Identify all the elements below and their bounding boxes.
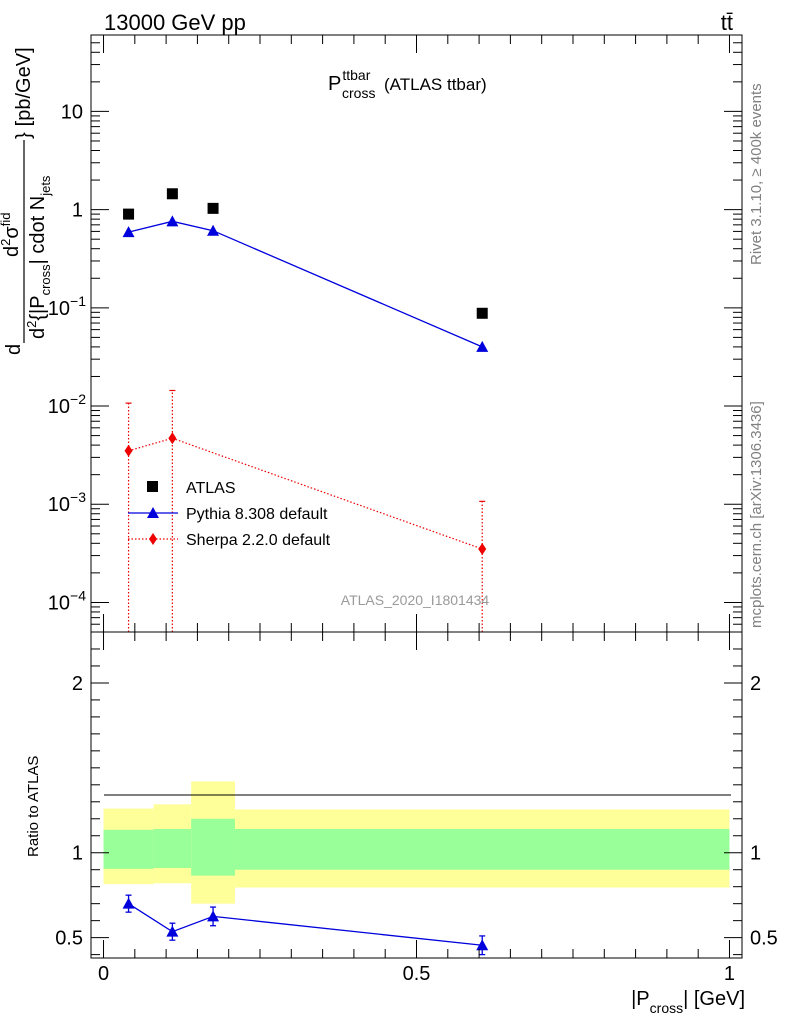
- atlas-point: [123, 208, 135, 220]
- ylabel-close-unit: } [pb/GeV]: [13, 47, 35, 139]
- ratio-pythia-point: [166, 925, 179, 937]
- main-ytick-label: 10−1: [48, 293, 86, 320]
- legend: ATLAS Pythia 8.308 default Sherpa 2.2.0 …: [128, 480, 331, 549]
- atlas-point: [166, 188, 178, 200]
- ratio-xtick-label: 1: [724, 963, 735, 985]
- mcplots-label: mcplots.cern.ch [arXiv:1306.3436]: [748, 401, 765, 628]
- ratio-xtick-label: 0: [98, 963, 109, 985]
- ratio-ytick-label-right: 1: [750, 843, 761, 865]
- xlabel-sub: cross: [650, 1000, 683, 1016]
- main-ytick-label: 1: [72, 200, 83, 222]
- pythia-line: [128, 220, 483, 348]
- main-ytick-base: 10: [48, 396, 70, 418]
- main-ytick-base: 1: [72, 200, 83, 222]
- main-ytick-exp: −1: [70, 293, 86, 309]
- pythia-point: [476, 340, 489, 352]
- ratio-pythia-point: [122, 897, 135, 909]
- pythia-point: [122, 226, 135, 238]
- ratio-ytick-label-left: 0.5: [55, 928, 83, 950]
- ratio-axis-ticks: 0.5 0.5 1 1 2 2 0 0.5 1: [55, 631, 778, 985]
- ratio-pythia-point: [207, 910, 220, 922]
- xlabel: |Pcross| [GeV]: [631, 988, 745, 1016]
- ylabel-close: }: [13, 132, 35, 139]
- main-ytick-base: 10: [48, 494, 70, 516]
- atlas-point: [207, 202, 219, 214]
- main-series: [122, 188, 489, 632]
- title-p: P: [328, 73, 341, 95]
- ratio-series: [122, 894, 489, 956]
- main-ytick-exp: −2: [70, 391, 86, 407]
- xlabel-pre: |P: [631, 988, 650, 1010]
- legend-pythia-marker: [147, 507, 159, 518]
- ylabel-den-body: {|P: [27, 295, 49, 320]
- ratio-band-green: [234, 828, 730, 870]
- ratio-bands: [103, 781, 730, 904]
- rivet-label: Rivet 3.1.10, ≥ 400k events: [748, 83, 765, 265]
- ratio-band-green: [103, 829, 154, 869]
- ratio-pythia-point: [476, 939, 489, 951]
- legend-atlas-marker: [147, 481, 158, 492]
- main-ytick-exp: −4: [70, 587, 86, 603]
- legend-pythia-label: Pythia 8.308 default: [186, 506, 328, 523]
- main-ytick-label: 10−2: [48, 391, 86, 418]
- ylabel-jets: jets: [38, 175, 53, 197]
- main-ytick-label: 10: [61, 101, 83, 123]
- xlabel-post: | [GeV]: [683, 988, 745, 1010]
- main-title: Pttbar: [328, 67, 371, 95]
- main-ytick-base: 10: [61, 101, 83, 123]
- main-ytick-base: 10: [48, 298, 70, 320]
- main-ylabel: d d2σfid d2{|Pcross| cdot Njets }[pb/GeV…: [0, 47, 53, 355]
- ratio-xtick-label: 0.5: [403, 963, 431, 985]
- sherpa-point: [124, 444, 133, 457]
- watermark: ATLAS_2020_I1801434: [341, 592, 490, 608]
- legend-sherpa-label: Sherpa 2.2.0 default: [186, 532, 331, 549]
- header-right: tt̄: [721, 10, 733, 35]
- ratio-band-green: [191, 818, 235, 876]
- ratio-pythia-line: [128, 903, 483, 946]
- main-ytick-base: 10: [48, 592, 70, 614]
- pythia-point: [166, 215, 179, 227]
- main-ytick-label: 10−4: [48, 587, 86, 614]
- ylabel-num-d: d: [1, 246, 23, 257]
- ratio-ylabel: Ratio to ATLAS: [25, 756, 42, 857]
- ylabel-sigma: σ: [1, 226, 23, 239]
- ratio-ytick-label-left: 1: [72, 843, 83, 865]
- legend-atlas-label: ATLAS: [186, 480, 236, 497]
- title-sup: ttbar: [342, 67, 370, 83]
- ratio-band-green: [153, 828, 192, 869]
- ratio-panel: 0.5 0.5 1 1 2 2 0 0.5 1: [55, 631, 778, 985]
- atlas-point: [476, 307, 488, 319]
- header-left: 13000 GeV pp: [104, 10, 246, 35]
- pythia-point: [207, 224, 220, 236]
- title-sub: cross: [342, 85, 375, 101]
- ylabel-cross: cross: [38, 264, 53, 296]
- ylabel-den: d2{|Pcross| cdot Njets: [24, 175, 53, 339]
- ylabel-den-sup: 2: [24, 321, 39, 328]
- ratio-ytick-label-right: 2: [750, 673, 761, 695]
- sherpa-point: [478, 543, 487, 556]
- ylabel-num-sup: 2: [0, 239, 13, 246]
- main-ytick-label: 10−3: [48, 489, 86, 516]
- ratio-ytick-label-left: 2: [72, 673, 83, 695]
- title-suffix: (ATLAS ttbar): [384, 75, 487, 94]
- ylabel-fid: fid: [0, 213, 13, 227]
- main-ytick-exp: −3: [70, 489, 86, 505]
- ylabel-d: d: [3, 344, 25, 355]
- legend-sherpa-marker: [149, 533, 157, 545]
- ylabel-num: d2σfid: [0, 213, 23, 257]
- ylabel-unit: [pb/GeV]: [13, 47, 35, 126]
- ylabel-den-mid: | cdot N: [27, 196, 49, 265]
- ylabel-den-d: d: [27, 328, 49, 339]
- sherpa-point: [168, 432, 177, 445]
- ratio-ytick-label-right: 0.5: [750, 928, 778, 950]
